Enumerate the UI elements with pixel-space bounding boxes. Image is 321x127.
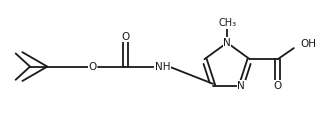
Text: O: O xyxy=(121,32,130,42)
Text: OH: OH xyxy=(300,39,317,49)
Text: O: O xyxy=(89,62,97,72)
Text: NH: NH xyxy=(155,62,170,72)
Text: N: N xyxy=(237,81,245,91)
Text: CH₃: CH₃ xyxy=(218,18,236,28)
Text: O: O xyxy=(273,81,282,91)
Text: N: N xyxy=(223,38,231,48)
